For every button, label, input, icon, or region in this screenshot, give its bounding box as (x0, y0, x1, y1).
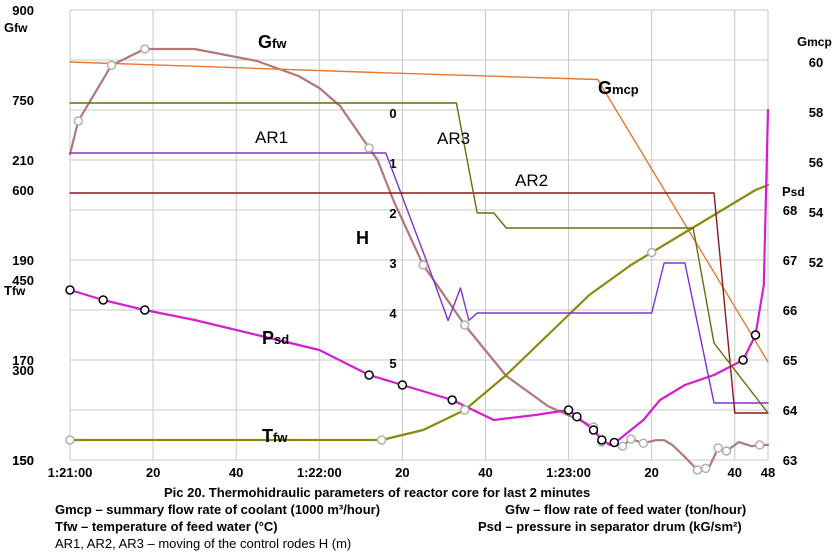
marker-psd-0 (65, 285, 75, 295)
marker-gfw-9 (626, 434, 636, 444)
psd-tick-64: 64 (783, 403, 798, 418)
tfw-tick-210: 210 (12, 153, 34, 168)
marker-tfw-0 (65, 435, 75, 445)
gfw-axis-title: Gfw (4, 20, 28, 35)
x-tick-label-4: 20 (395, 465, 409, 480)
marker-gfw-4 (418, 260, 428, 270)
gfw-tick-450: 450 (12, 273, 34, 288)
legend-tfw: Tfw – temperature of feed water (°C) (55, 519, 278, 534)
marker-tfw-2 (459, 405, 470, 415)
marker-gfw-15 (754, 440, 765, 450)
marker-gfw-14 (721, 446, 732, 456)
marker-psd-12 (750, 330, 761, 340)
marker-tfw-3 (646, 247, 657, 258)
x-tick-label-9: 48 (761, 465, 775, 480)
label-tfw: Tfw (262, 426, 288, 446)
gmcp-tick-52: 52 (809, 255, 823, 270)
label-gmcp: Gmcp (598, 78, 639, 98)
marker-gfw-12 (700, 463, 711, 474)
thermohydraulic-chart: 1:21:00 20 40 1:22:00 20 40 1:23:00 20 40 4815030… (4, 3, 832, 480)
label-ar2: AR2 (515, 171, 548, 190)
x-tick-label-2: 40 (229, 465, 243, 480)
gfw-tick-750: 750 (12, 93, 34, 108)
h-tick-2: 2 (389, 206, 396, 221)
h-tick-3: 3 (389, 256, 396, 271)
marker-gfw-0 (73, 116, 84, 126)
marker-gfw-10 (638, 438, 649, 448)
label-ar1: AR1 (255, 128, 288, 147)
marker-psd-10 (609, 437, 620, 448)
marker-psd-11 (738, 355, 748, 365)
psd-axis-title: Psd (782, 184, 805, 199)
series-line-ar3 (69, 102, 769, 414)
x-tick-label-3: 1:22:00 (297, 465, 342, 480)
psd-tick-66: 66 (783, 303, 797, 318)
label-h: H (356, 228, 369, 248)
marker-psd-2 (140, 305, 150, 315)
marker-gfw-13 (713, 443, 723, 453)
psd-tick-67: 67 (783, 253, 797, 268)
marker-gfw-5 (459, 320, 470, 330)
marker-gfw-1 (106, 60, 117, 70)
legend-gfw: Gfw – flow rate of feed water (ton/hour) (505, 502, 747, 517)
gmcp-axis-title: Gmcp (797, 34, 832, 49)
marker-psd-7 (572, 411, 582, 422)
gfw-tick-150: 150 (12, 453, 34, 468)
psd-tick-65: 65 (783, 353, 797, 368)
axis-ticks: 1:21:00 20 40 1:22:00 20 40 1:23:00 20 40 4815030… (4, 3, 832, 480)
x-tick-label-1: 20 (146, 465, 160, 480)
gmcp-tick-56: 56 (809, 155, 823, 170)
legend-psd: Psd – pressure in separator drum (kG/sm²… (478, 519, 742, 534)
h-tick-1: 1 (389, 156, 396, 171)
marker-psd-5 (447, 395, 457, 405)
gfw-tick-900: 900 (12, 3, 34, 18)
series-line-gmcp (69, 61, 769, 363)
label-gfw: Gfw (258, 32, 287, 52)
gmcp-tick-60: 60 (809, 55, 823, 70)
x-tick-label-7: 20 (644, 465, 658, 480)
marker-gfw-2 (140, 44, 150, 54)
x-tick-label-5: 40 (478, 465, 492, 480)
series-line-tfw (68, 183, 770, 442)
h-tick-4: 4 (389, 306, 397, 321)
marker-psd-1 (98, 295, 108, 305)
x-tick-label-6: 1:23:00 (546, 465, 591, 480)
x-tick-label-0: 1:21:00 (48, 465, 93, 480)
tfw-tick-170: 170 (12, 353, 34, 368)
marker-tfw-1 (376, 435, 387, 445)
series-markers (65, 44, 765, 475)
marker-psd-4 (397, 380, 408, 390)
marker-psd-6 (563, 405, 574, 415)
gfw-tick-600: 600 (12, 183, 34, 198)
tfw-tick-150: 150 (12, 453, 34, 468)
h-tick-0: 0 (389, 106, 396, 121)
gmcp-tick-58: 58 (809, 105, 823, 120)
marker-gfw-8 (617, 441, 628, 451)
label-psd: Psd (262, 328, 289, 348)
label-ar3: AR3 (437, 129, 470, 148)
marker-psd-9 (597, 435, 607, 445)
x-tick-label-8: 40 (728, 465, 742, 480)
tfw-tick-190: 190 (12, 253, 34, 268)
psd-tick-68: 68 (783, 203, 797, 218)
gfw-tick-300: 300 (12, 363, 34, 378)
marker-gfw-11 (692, 465, 703, 475)
marker-psd-3 (364, 370, 374, 380)
legend-ar: AR1, AR2, AR3 – moving of the control ro… (55, 536, 352, 551)
psd-tick-63: 63 (783, 453, 797, 468)
gmcp-tick-54: 54 (809, 205, 824, 220)
series-line-ar2 (69, 192, 769, 414)
tfw-axis-title: Tfw (4, 283, 26, 298)
legend-gmcp: Gmcp – summary flow rate of coolant (100… (55, 502, 381, 517)
marker-gfw-3 (364, 143, 374, 153)
series-labels: Gfw Gmcp Psd Tfw AR1 AR2 AR3 H (255, 32, 639, 446)
h-tick-5: 5 (389, 356, 396, 371)
chart-title: Pic 20. Thermohidraulic parameters of re… (164, 485, 591, 500)
marker-psd-8 (588, 425, 599, 435)
